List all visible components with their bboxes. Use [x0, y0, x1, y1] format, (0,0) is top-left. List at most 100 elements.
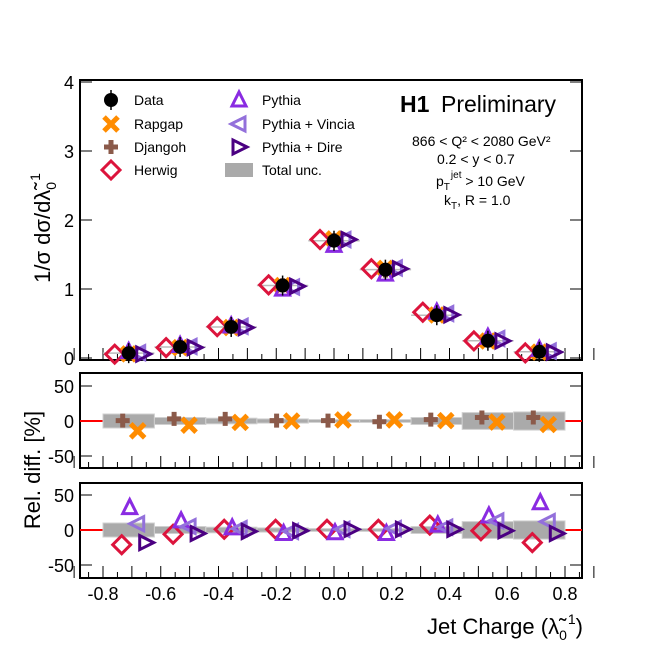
ratio-point-herwig — [521, 531, 544, 554]
point-pythia-dire — [186, 338, 206, 357]
ratio-point-herwig — [110, 533, 133, 556]
y-tick-label: 50 — [54, 377, 74, 397]
x-tick-label: -0.6 — [145, 584, 176, 604]
ratio-point-djangoh — [115, 413, 130, 428]
legend-marker-pythia-dire — [231, 137, 251, 157]
title-preliminary: Preliminary — [441, 91, 557, 117]
y-tick-label: 0 — [64, 412, 74, 432]
point-pythia-dire — [135, 344, 155, 364]
ratio-point-pythia-vincia — [177, 517, 197, 536]
point-pythia-dire — [545, 342, 565, 362]
x-tick-label: 0.4 — [437, 584, 462, 604]
point-herwig — [308, 228, 332, 251]
ratio-point-herwig — [161, 523, 185, 546]
ratio-point-rapgap — [334, 411, 352, 429]
ratio-point-pythia-dire — [292, 521, 311, 541]
ratio-point-pythia-vincia — [485, 511, 505, 531]
ratio-point-pythia-vincia — [434, 517, 454, 537]
point-herwig — [154, 336, 178, 359]
y-axis-label-top: 1/σ dσ/dλ̃01 — [27, 173, 59, 283]
ratio-point-pythia — [376, 522, 396, 541]
ratio-point-pythia-vincia — [331, 519, 351, 539]
ratio-point-djangoh — [269, 413, 284, 428]
x-tick-label: -0.2 — [261, 584, 292, 604]
ratio-point-pythia-vincia — [228, 519, 248, 539]
ratio-point-pythia-dire — [548, 524, 568, 543]
ratio-point-djangoh — [526, 410, 541, 425]
x-tick-label: -0.4 — [203, 584, 234, 604]
legend-label: Pythia — [262, 92, 301, 108]
ratio-point-djangoh — [372, 414, 387, 429]
legend-marker-rapgap — [102, 115, 120, 133]
x-tick-label: 0.2 — [379, 584, 404, 604]
ratio-point-pythia-dire — [138, 533, 158, 553]
y-tick-label: -50 — [48, 556, 74, 576]
y-tick-label: 50 — [54, 486, 74, 506]
point-pythia-dire — [340, 230, 360, 249]
annotation-pt: pTjet > 10 GeV — [436, 170, 526, 193]
total-unc-box — [102, 522, 155, 538]
ratio-point-pythia — [530, 491, 550, 511]
ratio-point-rapgap — [437, 411, 455, 430]
point-pythia-dire — [443, 305, 463, 325]
y-tick-label: 4 — [64, 73, 74, 93]
point-herwig — [514, 341, 537, 365]
legend-marker-pythia — [229, 88, 249, 108]
legend-marker-herwig — [99, 158, 123, 182]
ratio-point-pythia-vincia — [280, 521, 300, 541]
y-tick-label: 2 — [64, 211, 74, 231]
ratio-point-pythia-dire — [446, 519, 466, 539]
ratio-point-pythia-dire — [343, 519, 363, 539]
y-tick-label: 0 — [64, 349, 74, 369]
legend-marker-pythia-vincia — [227, 114, 247, 134]
ratio-point-rapgap — [539, 415, 558, 434]
ratio-point-djangoh — [321, 413, 335, 428]
y-tick-label: 1 — [64, 280, 74, 300]
ratio-point-rapgap — [282, 412, 301, 430]
legend-label: Total unc. — [262, 162, 322, 178]
point-herwig — [360, 257, 383, 280]
point-pythia-dire — [237, 318, 257, 337]
point-herwig — [206, 315, 229, 338]
ratio-point-rapgap — [180, 416, 198, 434]
ratio-point-rapgap — [385, 411, 404, 429]
y-tick-label: 0 — [64, 521, 74, 541]
legend-label: Rapgap — [134, 116, 183, 132]
legend-label: Data — [134, 92, 164, 108]
y-tick-label: 3 — [64, 142, 74, 162]
point-pythia-dire — [494, 331, 514, 351]
title-h1: H1 — [400, 91, 430, 117]
ratio-point-djangoh — [423, 412, 438, 427]
point-herwig — [103, 343, 126, 366]
ratio-point-rapgap — [231, 413, 249, 432]
annotation-q2: 866 < Q² < 2080 GeV² — [412, 133, 551, 149]
ratio-point-pythia-vincia — [383, 519, 402, 539]
legend-label: Djangoh — [134, 139, 186, 155]
x-tick-label: 0.6 — [495, 584, 520, 604]
annotation-kt: kT, R = 1.0 — [444, 192, 511, 212]
point-herwig — [462, 329, 486, 353]
ratio-point-pythia-vincia — [126, 514, 146, 534]
ratio-point-pythia-dire — [394, 519, 414, 539]
ratio-point-pythia-dire — [497, 521, 517, 541]
legend-marker-total-unc- — [225, 163, 253, 177]
ratio-point-pythia-dire — [189, 524, 209, 543]
ratio-point-pythia-vincia — [536, 512, 556, 532]
ratio-point-rapgap — [128, 422, 147, 440]
ratio-point-pythia — [120, 496, 140, 516]
ratio-point-pythia-dire — [240, 521, 260, 541]
annotation-y: 0.2 < y < 0.7 — [437, 151, 515, 167]
y-axis-label-ratio: Rel. diff. [%] — [20, 411, 45, 529]
ratio-point-djangoh — [167, 411, 182, 426]
total-unc-box — [513, 411, 566, 431]
x-tick-label: 0.8 — [552, 584, 577, 604]
x-tick-label: 0.0 — [321, 584, 346, 604]
x-tick-label: -0.8 — [87, 584, 118, 604]
ratio-point-herwig — [469, 519, 493, 542]
legend-label: Pythia + Dire — [262, 139, 343, 155]
ratio-point-djangoh — [474, 410, 489, 425]
ratio-point-rapgap — [488, 413, 506, 431]
legend-label: Pythia + Vincia — [262, 116, 355, 132]
ratio-point-djangoh — [218, 411, 233, 426]
